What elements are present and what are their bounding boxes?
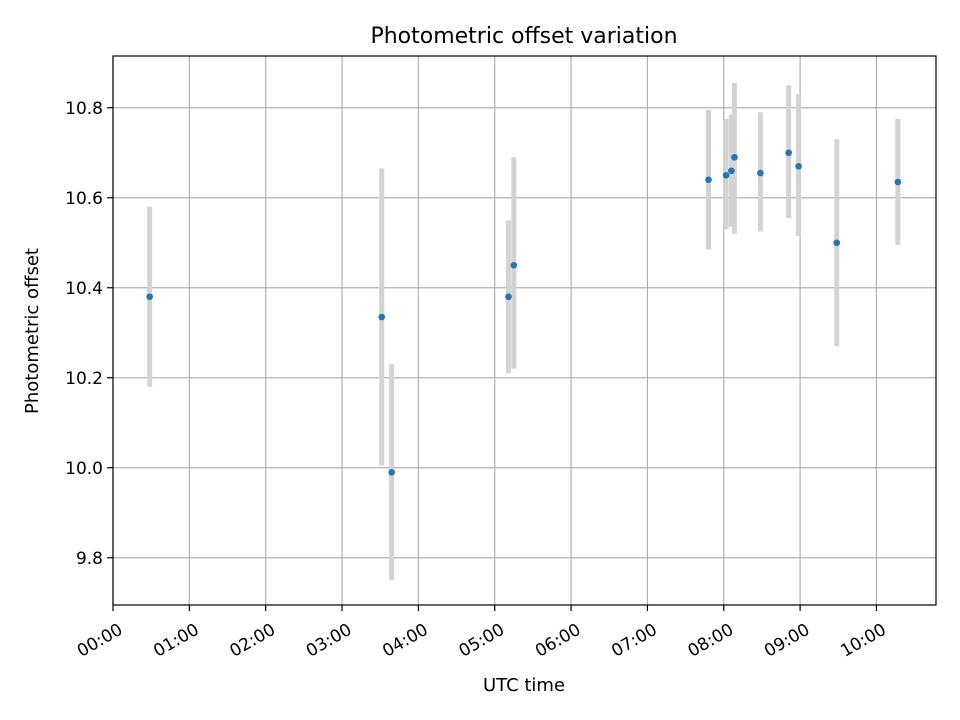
data-point <box>728 167 735 175</box>
x-tick-label: 05:00 <box>456 620 508 662</box>
y-tick-label: 10.6 <box>65 189 103 209</box>
x-axis-ticks: 00:00 01:00 02:00 03:00 04:00 05:00 06:00 07:00… <box>74 605 890 662</box>
data-point <box>146 293 153 301</box>
x-tick-label: 09:00 <box>761 620 813 662</box>
data-point <box>378 313 386 321</box>
y-tick-label: 10.8 <box>65 99 103 119</box>
data-point <box>705 176 712 184</box>
data-point <box>505 293 512 301</box>
data-points <box>146 149 902 476</box>
y-tick-label: 10.0 <box>65 459 103 479</box>
plot-frame <box>112 55 937 606</box>
data-point <box>833 239 841 247</box>
x-tick-label: 01:00 <box>150 620 202 662</box>
x-tick-label: 08:00 <box>685 620 737 662</box>
y-tick-label: 9.8 <box>76 549 103 569</box>
chart-title: Photometric offset variation <box>370 24 677 49</box>
data-point <box>894 178 902 186</box>
x-tick-label: 07:00 <box>608 620 660 662</box>
data-point <box>795 162 802 170</box>
data-point <box>731 153 738 161</box>
grid-lines <box>112 56 936 605</box>
x-tick-label: 03:00 <box>303 620 355 662</box>
y-tick-label: 10.2 <box>65 369 103 389</box>
x-tick-label: 10:00 <box>837 620 889 662</box>
y-axis-ticks: 9.8 10.0 10.2 10.4 10.6 10.8 <box>65 99 113 569</box>
data-point <box>785 149 792 157</box>
y-tick-label: 10.4 <box>65 279 103 299</box>
x-axis-label: UTC time <box>483 675 565 696</box>
data-point <box>510 261 518 269</box>
y-axis-label: Photometric offset <box>22 248 43 414</box>
x-tick-label: 02:00 <box>227 620 279 662</box>
x-tick-label: 00:00 <box>74 620 126 662</box>
data-point <box>388 468 395 476</box>
data-point <box>722 171 730 179</box>
data-point <box>757 169 764 177</box>
error-bars <box>147 83 901 581</box>
x-tick-label: 04:00 <box>379 620 431 662</box>
x-tick-label: 06:00 <box>532 620 584 662</box>
